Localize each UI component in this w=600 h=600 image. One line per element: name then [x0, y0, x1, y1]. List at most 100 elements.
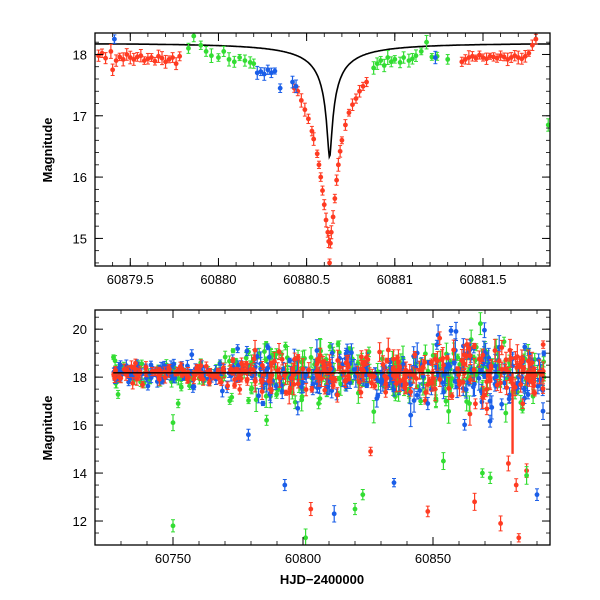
full-outlier-green: [352, 506, 358, 512]
full-point-red: [425, 382, 431, 387]
full-point-red: [460, 379, 466, 385]
zoom-panel-ticks: 60879.5 60880 60880.5 60881 60881.5 15 16 17 18: [73, 33, 550, 287]
zoom-point-green: [198, 42, 204, 48]
full-outlier-red: [498, 521, 503, 526]
full-point-blue: [408, 412, 414, 418]
zoom-point-red: [512, 53, 518, 59]
full-point-blue: [453, 329, 459, 334]
full-point-blue: [522, 344, 528, 350]
full-point-blue: [540, 408, 546, 414]
full-outlier-blue: [295, 405, 301, 411]
full-point-blue: [476, 375, 482, 381]
full-point-blue: [298, 384, 304, 390]
full-point-blue: [375, 393, 381, 398]
full-point-red: [498, 380, 503, 386]
full-point-blue: [329, 388, 335, 394]
zoom-xtick-label: 60880: [200, 272, 236, 287]
zoom-point-red: [177, 53, 183, 59]
full-point-red: [441, 362, 446, 368]
full-point-red: [206, 380, 212, 386]
zoom-point-red: [462, 56, 468, 62]
full-point-green: [249, 385, 255, 391]
full-point-green: [327, 344, 333, 350]
full-point-red: [471, 367, 477, 373]
zoom-point-red: [156, 53, 161, 59]
full-point-red: [519, 359, 525, 364]
zoom-point-red: [533, 36, 539, 42]
zoom-point-blue: [277, 85, 283, 91]
full-point-red: [451, 347, 457, 353]
full-point-red: [239, 360, 244, 366]
zoom-data-clip: [95, 33, 550, 266]
full-point-green: [262, 349, 267, 354]
full-point-green: [292, 399, 298, 405]
full-point-blue: [126, 379, 132, 385]
full-point-blue: [145, 383, 151, 389]
full-point-blue: [480, 361, 486, 367]
full-point-blue: [482, 327, 487, 333]
zoom-point-red: [505, 56, 511, 62]
full-point-red: [540, 342, 546, 348]
zoom-point-green: [392, 56, 398, 62]
full-point-red: [471, 343, 477, 349]
full-point-green: [229, 394, 235, 400]
full-point-red: [461, 352, 467, 358]
zoom-point-red: [163, 59, 168, 65]
zoom-panel-data: [95, 33, 550, 266]
zoom-point-green: [203, 48, 209, 54]
full-point-red: [467, 353, 473, 359]
full-outlier-green: [170, 523, 176, 529]
full-outlier-green: [175, 401, 181, 406]
zoom-point-red: [360, 83, 366, 89]
full-point-red: [449, 393, 455, 399]
full-point-red: [485, 373, 491, 378]
full-point-red: [260, 363, 265, 368]
zoom-point-blue: [268, 70, 274, 76]
full-point-red: [437, 335, 443, 341]
full-point-green: [253, 397, 259, 403]
full-point-red: [499, 345, 505, 350]
zoom-point-green: [226, 56, 232, 62]
zoom-point-red: [459, 59, 465, 65]
zoom-point-red: [364, 79, 369, 85]
zoom-point-red: [346, 110, 352, 116]
full-point-red: [295, 381, 301, 387]
zoom-point-green: [381, 63, 387, 68]
full-point-blue: [190, 384, 196, 390]
full-outlier-blue: [246, 432, 251, 438]
full-point-red: [464, 342, 470, 347]
zoom-point-green: [221, 48, 227, 54]
zoom-point-red: [325, 229, 331, 235]
full-point-red: [130, 380, 136, 386]
full-point-red: [283, 390, 289, 396]
full-outlier-green: [487, 475, 493, 481]
full-point-blue: [256, 393, 261, 399]
full-season-panel-ylabel: Magnitude: [40, 396, 55, 461]
full-point-blue: [219, 388, 225, 394]
zoom-point-red: [166, 56, 172, 62]
full-point-red: [539, 372, 545, 378]
full-point-red: [358, 389, 364, 395]
zoom-point-blue: [290, 79, 295, 85]
full-point-red: [237, 386, 243, 392]
full-point-blue: [344, 349, 350, 354]
full-point-blue: [264, 367, 270, 373]
full-point-blue: [347, 380, 353, 386]
zoom-point-red: [526, 50, 532, 56]
full-outlier-blue: [391, 480, 397, 486]
full-point-red: [468, 377, 473, 383]
zoom-point-red: [117, 54, 123, 60]
full-point-red: [437, 377, 443, 382]
full-point-red: [251, 356, 257, 362]
zoom-point-red: [138, 53, 144, 59]
full-point-red: [540, 386, 546, 391]
full-point-blue: [310, 382, 316, 388]
zoom-point-blue: [432, 55, 438, 60]
full-outlier-red: [472, 499, 477, 505]
full-point-blue: [462, 422, 468, 428]
zoom-point-red: [343, 122, 348, 128]
full-point-red: [346, 375, 352, 381]
full-point-green: [336, 376, 342, 382]
zoom-point-red: [124, 52, 130, 57]
